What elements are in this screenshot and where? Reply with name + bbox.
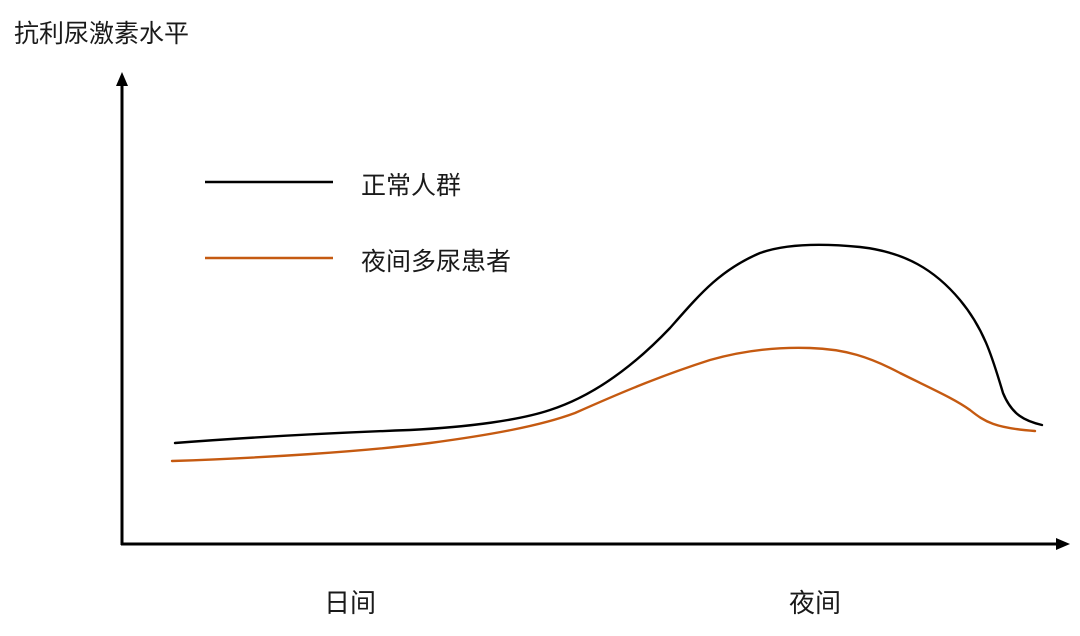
y-axis-label: 抗利尿激素水平 <box>14 19 190 48</box>
x-tick-label-nighttime: 夜间 <box>788 589 842 619</box>
series-nocturia-patients-line <box>170 346 1037 463</box>
legend-label-normal: 正常人群 <box>361 171 462 200</box>
y-axis <box>116 72 128 545</box>
x-axis <box>121 538 1070 550</box>
legend-label-nocturia: 夜间多尿患者 <box>361 247 512 276</box>
series-normal-population-line <box>173 243 1044 445</box>
x-tick-label-daytime: 日间 <box>323 589 377 619</box>
x-axis-arrow-icon <box>1056 538 1070 550</box>
y-axis-arrow-icon <box>116 72 128 86</box>
